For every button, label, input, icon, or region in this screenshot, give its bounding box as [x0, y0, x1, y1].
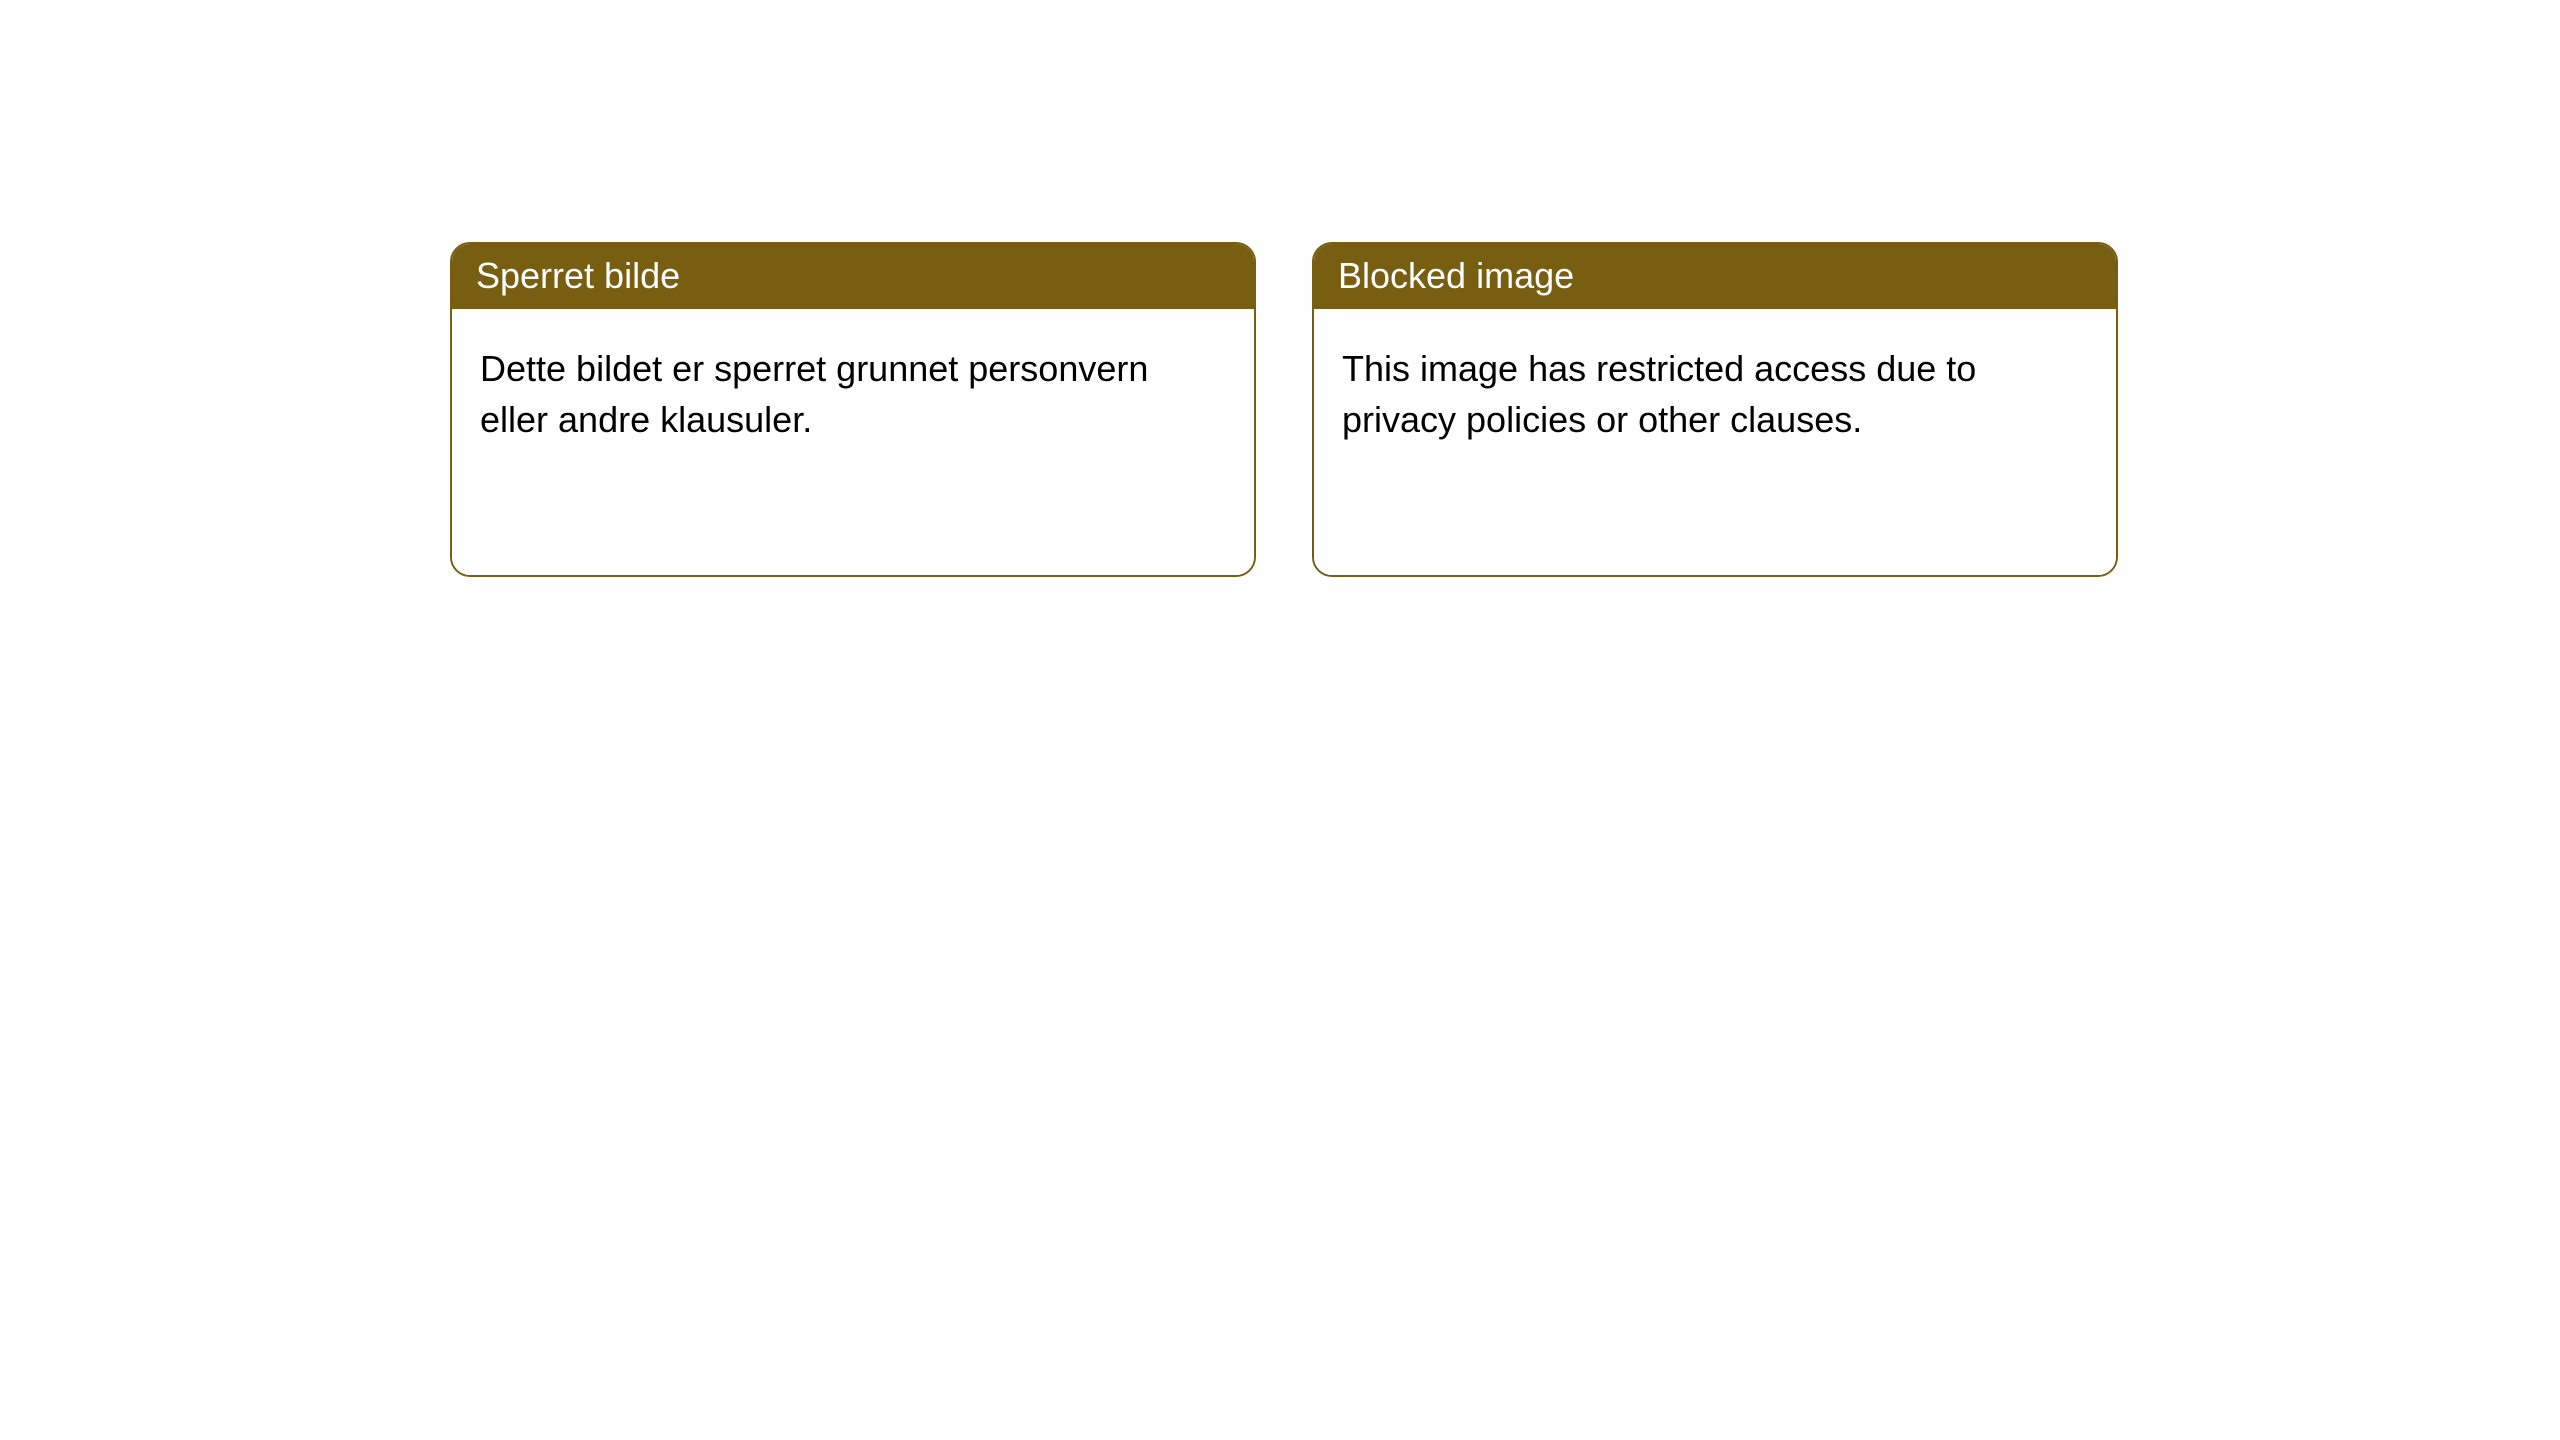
- notice-container: Sperret bilde Dette bildet er sperret gr…: [0, 0, 2560, 577]
- notice-card-english: Blocked image This image has restricted …: [1312, 242, 2118, 577]
- notice-card-title: Sperret bilde: [452, 244, 1254, 309]
- notice-card-title: Blocked image: [1314, 244, 2116, 309]
- notice-card-norwegian: Sperret bilde Dette bildet er sperret gr…: [450, 242, 1256, 577]
- notice-card-body: This image has restricted access due to …: [1314, 309, 2116, 575]
- notice-card-body: Dette bildet er sperret grunnet personve…: [452, 309, 1254, 575]
